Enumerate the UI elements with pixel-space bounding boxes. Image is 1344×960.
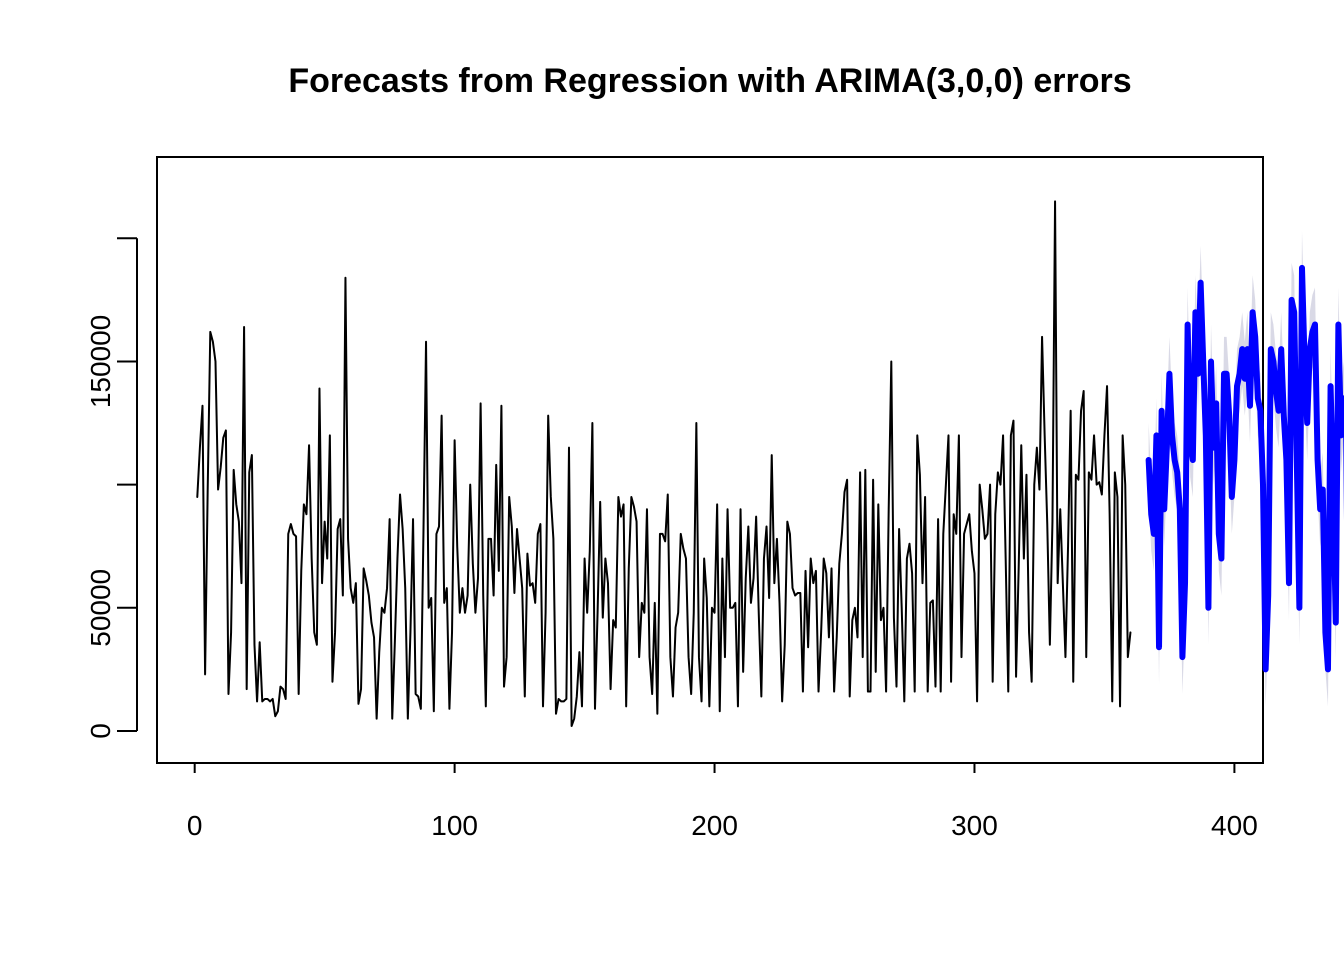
y-tick-label: 150000 <box>85 315 116 408</box>
y-tick-label: 50000 <box>85 569 116 647</box>
chart-title: Forecasts from Regression with ARIMA(3,0… <box>288 62 1131 100</box>
y-axis: 0 50000 150000 <box>85 237 138 739</box>
x-tick-label: 0 <box>187 810 203 841</box>
observed-series-line <box>196 200 1132 728</box>
x-tick-label: 300 <box>951 810 998 841</box>
series-layer <box>196 200 1344 728</box>
x-tick-label: 200 <box>691 810 738 841</box>
x-axis: 0 100 200 300 400 <box>187 762 1258 841</box>
x-tick-label: 400 <box>1211 810 1258 841</box>
x-tick-label: 100 <box>431 810 478 841</box>
y-tick-label: 0 <box>85 723 116 739</box>
